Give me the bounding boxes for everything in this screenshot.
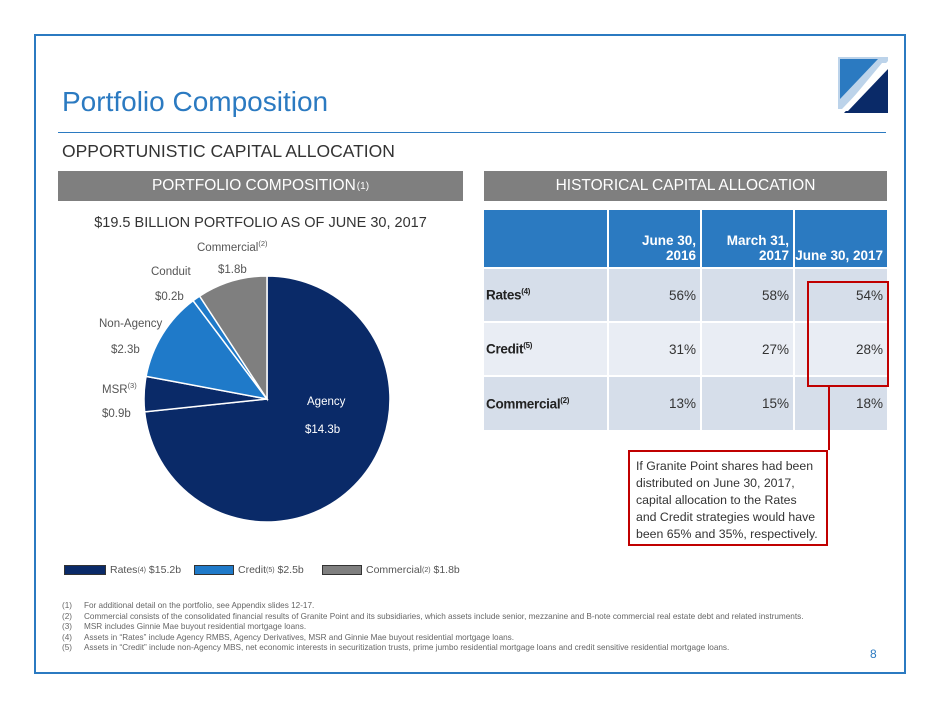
table-header-mar-2017: March 31, 2017 [701,210,795,268]
callout-connector [828,387,830,450]
page-title: Portfolio Composition [62,86,329,117]
table-row-credit: Credit(5) 31% 27% 28% [484,321,887,376]
legend-swatch-commercial [322,565,362,575]
section-title: HISTORICAL CAPITAL ALLOCATION [555,177,816,194]
legend-swatch-credit [194,565,234,575]
table-header-blank [484,210,609,268]
section-header-portfolio-composition: PORTFOLIO COMPOSITION (1) [58,171,463,201]
footnote: (1) For additional detail on the portfoli… [62,601,315,610]
legend-swatch-rates [64,565,106,575]
highlight-box-jun-2017 [807,281,889,387]
table-cell: 13% [608,375,702,430]
footnote: (4) Assets in “Rates” include Agency RMBS… [62,632,515,642]
table-cell: 27% [701,321,795,376]
footnote: (3) MSR includes Ginnie Mae buyout reside… [62,622,307,631]
legend-item-commercial: Commercial (2) $1.8b [322,564,460,576]
section-header-historical-allocation: HISTORICAL CAPITAL ALLOCATION [484,171,887,201]
pie-value-agency: $14.3b [305,424,341,436]
pie-label-non-agency: Non-Agency [99,318,163,330]
table-cell: 56% [608,267,702,322]
page-number: 8 [870,647,877,661]
page-subtitle: OPPORTUNISTIC CAPITAL ALLOCATION [62,141,395,161]
table-cell: 31% [608,321,702,376]
footnote: (5) Assets in “Credit” include non-Agency… [62,643,730,652]
row-label: Commercial(2) [484,375,609,430]
table-cell: 54% [794,267,887,322]
pie-legend: Rates (4) $15.2b Credit (5) $2.5b Commerci… [58,564,468,578]
table-row-rates: Rates(4) 56% 58% 54% [484,267,887,322]
table-cell: 58% [701,267,795,322]
row-label: Credit(5) [484,321,609,376]
legend-item-credit: Credit (5) $2.5b [194,564,304,576]
section-title: PORTFOLIO COMPOSITION [151,177,356,194]
slide-frame [34,34,906,674]
footnotes: (1) For additional detail on the portfoli… [62,601,842,654]
pie-value-commercial: $1.8b [218,264,247,276]
footnote: (2) Commercial consists of the consolidat… [62,611,804,621]
table-header-jun-2016: June 30, 2016 [608,210,702,268]
section-footnote-ref: (1) [356,180,370,192]
pie-value-conduit: $0.2b [155,291,184,303]
company-logo [838,57,888,113]
row-label: Rates(4) [484,267,609,322]
table-cell: 15% [701,375,795,430]
callout-note: If Granite Point shares had been distrib… [628,450,828,546]
pie-label-msr: MSR(3) [102,381,137,396]
table-cell: 28% [794,321,887,376]
title-divider [58,132,886,133]
pie-heading: $19.5 BILLION PORTFOLIO AS OF JUNE 30, 2… [94,215,427,231]
pie-value-msr: $0.9b [102,408,131,420]
legend-item-rates: Rates (4) $15.2b [64,564,181,576]
table-header-row: June 30, 2016 March 31, 2017 June 30, 20… [484,210,887,268]
table-header-jun-2017: June 30, 2017 [794,210,887,268]
pie-value-non-agency: $2.3b [111,344,140,356]
pie-label-agency: Agency [307,396,346,408]
pie-label-conduit: Conduit [151,266,191,278]
pie-label-commercial: Commercial(2) [197,239,268,254]
